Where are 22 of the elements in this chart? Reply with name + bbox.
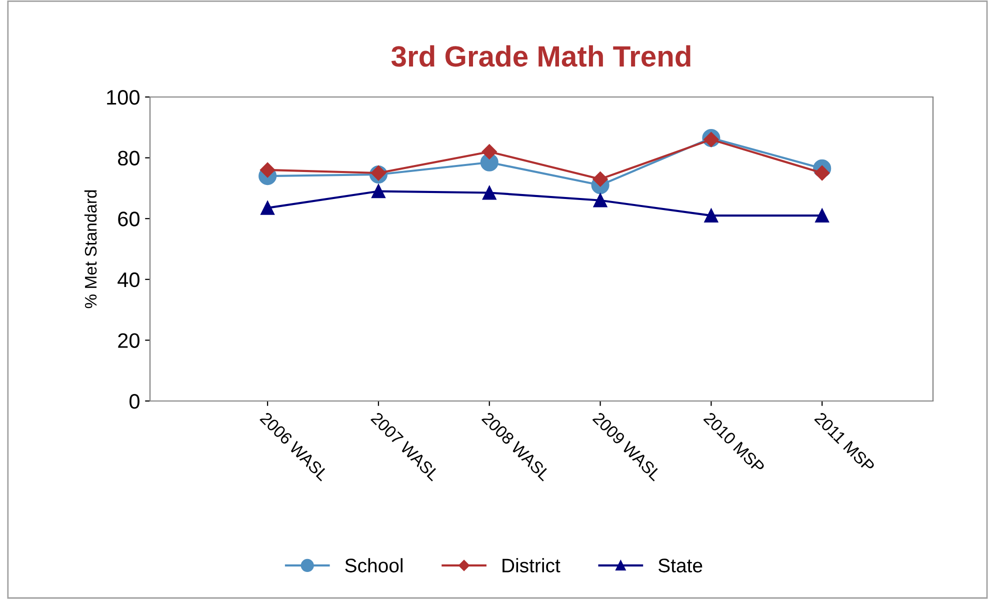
point <box>815 208 830 223</box>
y-tick-label: 80 <box>118 150 140 166</box>
point <box>482 144 497 160</box>
y-tick-label: 40 <box>118 272 140 288</box>
point <box>814 165 830 181</box>
point <box>372 184 386 198</box>
y-tick-label: 60 <box>118 212 140 226</box>
point <box>482 186 496 200</box>
legend-label: State <box>658 558 702 572</box>
point <box>592 172 608 187</box>
point <box>260 162 276 178</box>
point <box>593 193 608 208</box>
y-tick-label: 100 <box>107 90 140 105</box>
legend-label: District <box>502 558 560 572</box>
y-axis-title: % Met Standard <box>84 190 97 308</box>
point <box>704 208 718 223</box>
legend-label: School <box>345 558 402 572</box>
point <box>370 165 386 181</box>
chart-title: 3rd Grade Math Trend <box>391 45 690 67</box>
y-tick-label: 20 <box>118 333 140 348</box>
point <box>260 201 275 215</box>
y-tick-label: 0 <box>130 394 140 409</box>
